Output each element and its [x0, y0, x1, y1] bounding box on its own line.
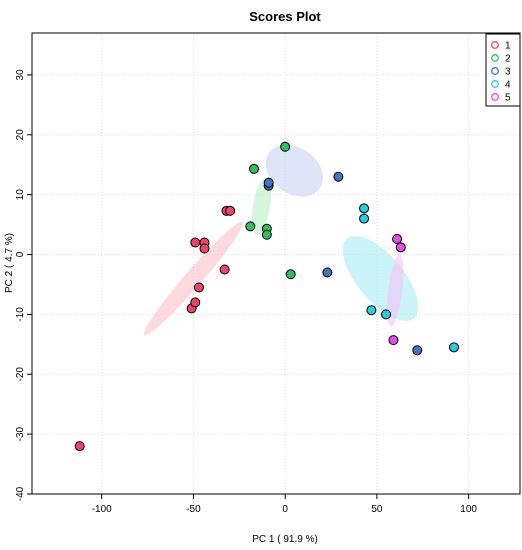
- point-series-1: [190, 237, 201, 248]
- point-series-5: [388, 335, 399, 346]
- legend-label-2: 2: [505, 54, 511, 65]
- confidence-ellipse-4: [342, 236, 419, 321]
- y-tick-label: 10: [15, 189, 26, 201]
- legend-marker-2: [491, 54, 499, 62]
- x-tick-label: 100: [460, 504, 477, 515]
- y-tick-label: 30: [15, 69, 26, 81]
- point-series-1: [193, 282, 204, 293]
- x-tick-label: -100: [92, 504, 112, 515]
- legend-marker-5: [491, 93, 499, 101]
- y-tick-label: -40: [15, 486, 26, 501]
- point-series-2: [285, 269, 296, 280]
- confidence-ellipse-3: [265, 144, 323, 197]
- legend-marker-4: [491, 80, 499, 88]
- grid: [32, 33, 520, 495]
- point-series-4: [359, 213, 370, 224]
- point-series-1: [199, 243, 210, 254]
- confidence-ellipse-5: [387, 254, 404, 327]
- legend-label-5: 5: [505, 93, 511, 104]
- point-series-2: [248, 163, 259, 174]
- point-series-3: [322, 267, 333, 278]
- point-series-1: [219, 264, 230, 275]
- point-series-5: [395, 242, 406, 253]
- point-series-4: [366, 305, 377, 316]
- legend-marker-1: [491, 41, 499, 49]
- plot-frame: [31, 32, 521, 495]
- point-series-4: [448, 342, 459, 353]
- y-tick-label: -30: [15, 426, 26, 441]
- y-tick-label: 0: [15, 251, 26, 257]
- point-series-2: [261, 229, 272, 240]
- y-tick-label: -10: [15, 307, 26, 322]
- x-tick-label: -50: [186, 504, 201, 515]
- point-series-2: [245, 221, 256, 232]
- confidence-ellipses: [143, 144, 419, 336]
- y-axis-label: PC 2 ( 4.7 %): [4, 233, 15, 293]
- y-tick-label: 20: [15, 129, 26, 141]
- legend: 1 2 3 4 5: [485, 33, 521, 107]
- legend-marker-3: [491, 67, 499, 75]
- legend-label-3: 3: [505, 67, 511, 78]
- point-series-4: [381, 309, 392, 320]
- confidence-ellipse-1: [143, 221, 243, 336]
- chart-title: Scores Plot: [249, 9, 321, 24]
- point-series-3: [412, 345, 423, 356]
- point-series-1: [190, 297, 201, 308]
- point-series-1: [74, 441, 85, 452]
- x-tick-label: 50: [371, 504, 383, 515]
- legend-label-1: 1: [505, 41, 511, 52]
- legend-label-4: 4: [505, 80, 511, 91]
- point-series-1: [225, 205, 236, 216]
- point-series-4: [359, 203, 370, 214]
- point-series-5: [392, 233, 403, 244]
- data-points: [74, 141, 459, 452]
- x-tick-label: 0: [282, 504, 288, 515]
- point-series-3: [263, 177, 274, 188]
- point-series-3: [333, 171, 344, 182]
- y-tick-label: -20: [15, 367, 26, 382]
- point-series-2: [280, 141, 291, 152]
- confidence-ellipse-2: [251, 178, 271, 236]
- x-axis-label: PC 1 ( 91.9 %): [252, 534, 318, 545]
